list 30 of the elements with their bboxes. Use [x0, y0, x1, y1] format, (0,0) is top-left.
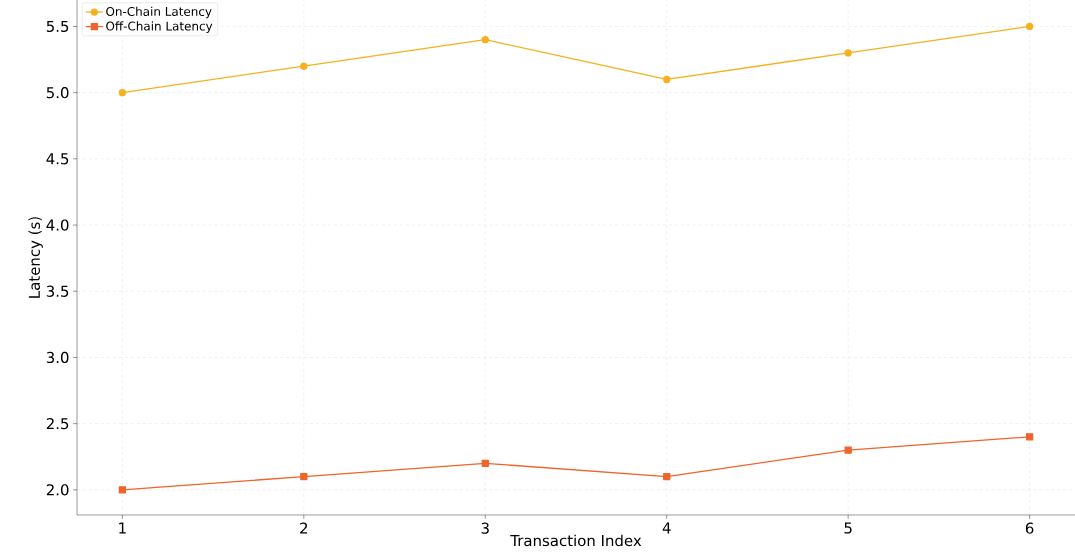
y-tick-label: 3.0 — [46, 351, 69, 364]
point — [118, 486, 127, 494]
x-axis-title: Transaction Index — [510, 534, 642, 547]
point — [844, 49, 852, 57]
y-axis-title: Latency (s) — [28, 217, 43, 298]
legend-label: On-Chain Latency — [106, 6, 212, 19]
point — [1025, 22, 1034, 31]
point — [1025, 433, 1034, 441]
y-tick-label: 5.5 — [46, 20, 69, 33]
y-tick-label: 3.5 — [46, 285, 69, 297]
point — [663, 472, 671, 481]
y-tick-label: 2.0 — [46, 484, 69, 496]
y-tick-label: 5.0 — [46, 87, 69, 99]
x-tick-label: 6 — [1025, 522, 1034, 534]
y-tick-label: 4.0 — [46, 219, 69, 231]
point — [844, 446, 852, 454]
point — [481, 459, 489, 467]
x-tick-label: 4 — [662, 522, 671, 534]
x-tick-label: 3 — [481, 522, 489, 534]
x-tick-label: 2 — [300, 522, 308, 534]
point — [118, 89, 127, 97]
point — [663, 75, 671, 84]
point — [300, 472, 308, 481]
point — [481, 36, 489, 44]
y-tick-label: 2.5 — [46, 417, 69, 430]
point — [300, 62, 308, 70]
y-tick-label: 4.5 — [46, 153, 69, 165]
legend-label: Off-Chain Latency — [106, 21, 213, 33]
x-tick-label: 1 — [119, 522, 126, 534]
x-tick-label: 5 — [844, 522, 852, 534]
